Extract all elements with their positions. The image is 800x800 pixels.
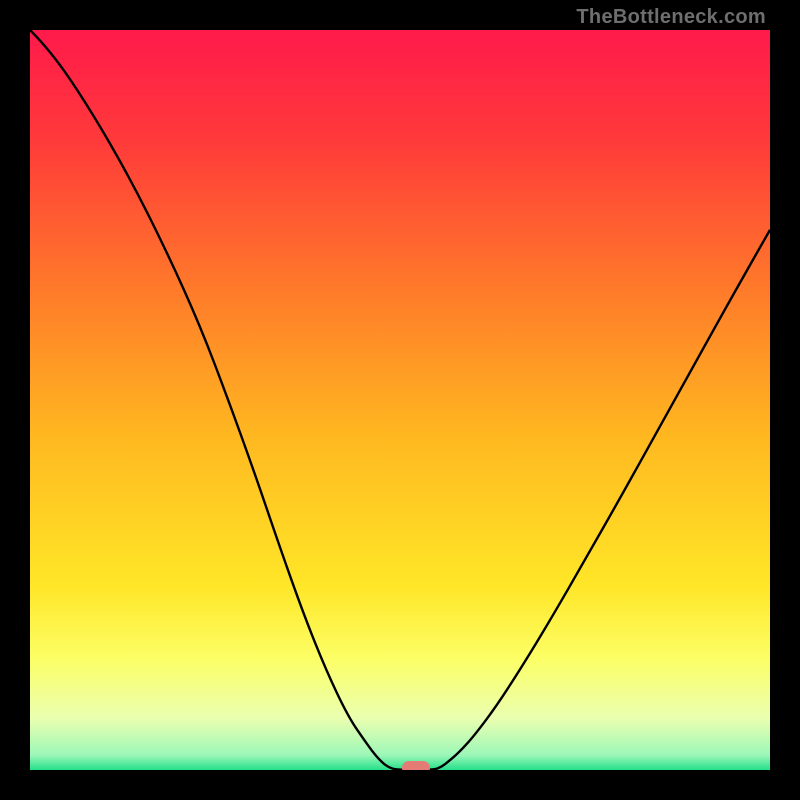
chart-stage: TheBottleneck.com: [0, 0, 800, 800]
attribution-text: TheBottleneck.com: [576, 6, 766, 29]
plot-area: [30, 30, 770, 770]
bottleneck-curve-path: [30, 30, 770, 770]
plateau-marker: [402, 761, 430, 770]
bottleneck-curve: [30, 30, 770, 770]
